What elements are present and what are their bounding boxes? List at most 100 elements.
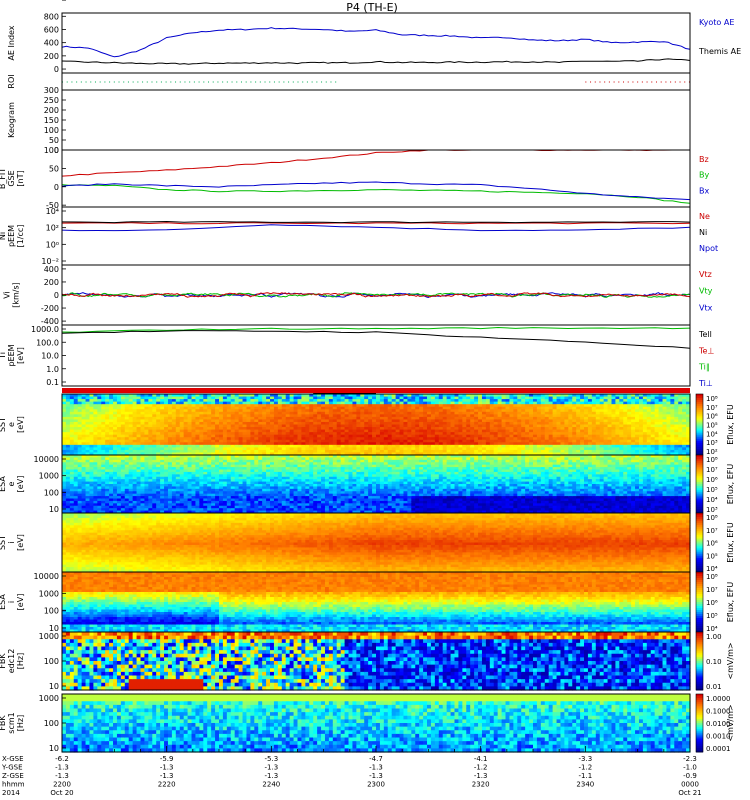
sst_e-cell xyxy=(332,396,338,400)
sst_e-cell xyxy=(160,421,165,426)
sst_e-cell xyxy=(411,432,416,436)
sst_e-cell xyxy=(591,439,597,443)
sst_e-cell xyxy=(584,424,589,428)
sst_e-cell xyxy=(387,406,393,410)
sst_e-cell xyxy=(481,421,487,426)
bfield-ytick-label: 50 xyxy=(49,164,59,173)
sst_e-cell xyxy=(529,396,534,400)
sst_e-cell xyxy=(403,427,408,431)
sst_e-cell xyxy=(277,447,283,451)
sst_e-cell xyxy=(113,409,118,413)
sst_e-cell xyxy=(152,442,157,446)
sst_e-cell xyxy=(128,429,134,433)
sst_e-cell xyxy=(383,429,389,433)
sst_e-cell xyxy=(568,421,573,426)
keogram-ytick-label: 50 xyxy=(49,136,59,145)
roi-point xyxy=(198,81,200,83)
sst_e-cell xyxy=(179,434,185,438)
sst_e-cell xyxy=(234,439,240,443)
sst_e-cell xyxy=(324,411,330,415)
roi-point xyxy=(278,81,280,83)
sst_e-cell xyxy=(403,437,408,441)
sst_e-cell xyxy=(207,452,212,456)
sst_e-cell xyxy=(266,424,271,428)
sst_e-cell xyxy=(544,442,550,446)
sst_e-cell xyxy=(470,427,475,431)
sst_e-cell xyxy=(607,419,613,423)
sst_e-cell xyxy=(587,409,593,413)
sst_e-cell xyxy=(466,399,471,403)
sst_e-cell xyxy=(305,416,310,421)
sst_e-cell xyxy=(324,449,330,454)
sst_e-cell xyxy=(136,439,142,443)
sst_e-cell xyxy=(234,401,240,405)
sst_e-cell xyxy=(427,444,432,448)
sst_e-cell xyxy=(497,432,503,436)
sst_e-cell xyxy=(474,444,479,448)
sst_e-cell xyxy=(540,421,546,426)
sst_e-cell xyxy=(332,411,338,415)
sst_e-cell xyxy=(293,394,299,398)
sst_e-cell xyxy=(289,439,295,443)
sst_e-cell xyxy=(140,416,146,421)
sst_e-cell xyxy=(580,437,585,441)
sst_e-cell xyxy=(470,411,475,415)
sst_e-cell xyxy=(427,401,432,405)
sst_e-cell xyxy=(207,442,212,446)
sst_e-cell xyxy=(273,406,279,410)
sst_e-cell xyxy=(517,416,522,421)
sst_e-cell xyxy=(364,449,369,454)
sst_e-cell xyxy=(450,444,456,448)
sst_e-cell xyxy=(352,449,357,454)
sst_e-cell xyxy=(317,404,322,408)
sst_e-cell xyxy=(164,429,169,433)
sst_e-cell xyxy=(411,404,416,408)
sst_e-cell xyxy=(262,411,267,415)
sst_e-cell xyxy=(230,452,236,456)
sst_e-cell xyxy=(576,394,581,398)
sst_e-cell xyxy=(148,406,153,410)
sst_e-cell xyxy=(77,447,83,451)
sst_e-cell xyxy=(62,396,67,400)
sst_e-cell xyxy=(167,447,173,451)
sst_e-cell xyxy=(513,406,518,410)
sst_e-cell xyxy=(73,396,79,400)
roi-point xyxy=(604,81,606,83)
sst_e-cell xyxy=(379,432,385,436)
sst_e-cell xyxy=(116,442,122,446)
sst_e-cell xyxy=(493,452,499,456)
sst_e-cell xyxy=(164,411,169,415)
sst_e-cell xyxy=(454,396,460,400)
sst_e-cell xyxy=(222,424,228,428)
sst_e-cell xyxy=(321,396,326,400)
sst_e-cell xyxy=(69,442,75,446)
sst_e-cell xyxy=(568,414,573,418)
sst_e-cell xyxy=(427,429,432,433)
sst_e-cell xyxy=(584,444,589,448)
sst_e-cell xyxy=(560,419,565,423)
sst_e-cell xyxy=(595,416,601,421)
sst_e-cell xyxy=(171,409,177,413)
sst_e-cell xyxy=(427,416,432,421)
sst_e-cell xyxy=(183,447,189,451)
sst_e-cell xyxy=(387,437,393,441)
sst_e-cell xyxy=(321,429,326,433)
sst_e-cell xyxy=(273,444,279,448)
sst_e-cell xyxy=(332,452,338,456)
sst_e-cell xyxy=(509,424,514,428)
velocity-series-line xyxy=(61,292,691,299)
sst_e-cell xyxy=(474,442,479,446)
sst_e-cell xyxy=(242,447,248,451)
sst_e-cell xyxy=(536,432,542,436)
sst_e-cell xyxy=(258,449,263,454)
sst_e-cell xyxy=(81,442,87,446)
sst_e-cell xyxy=(336,416,342,421)
sst_e-cell xyxy=(230,399,236,403)
sst_e-cell xyxy=(485,437,491,441)
sst_e-cell xyxy=(344,427,350,431)
sst_e-cell xyxy=(132,437,138,441)
sst_e-cell xyxy=(250,452,255,456)
sst_e-cell xyxy=(109,432,114,436)
sst_e-cell xyxy=(144,406,149,410)
sst_e-cell xyxy=(560,434,565,438)
